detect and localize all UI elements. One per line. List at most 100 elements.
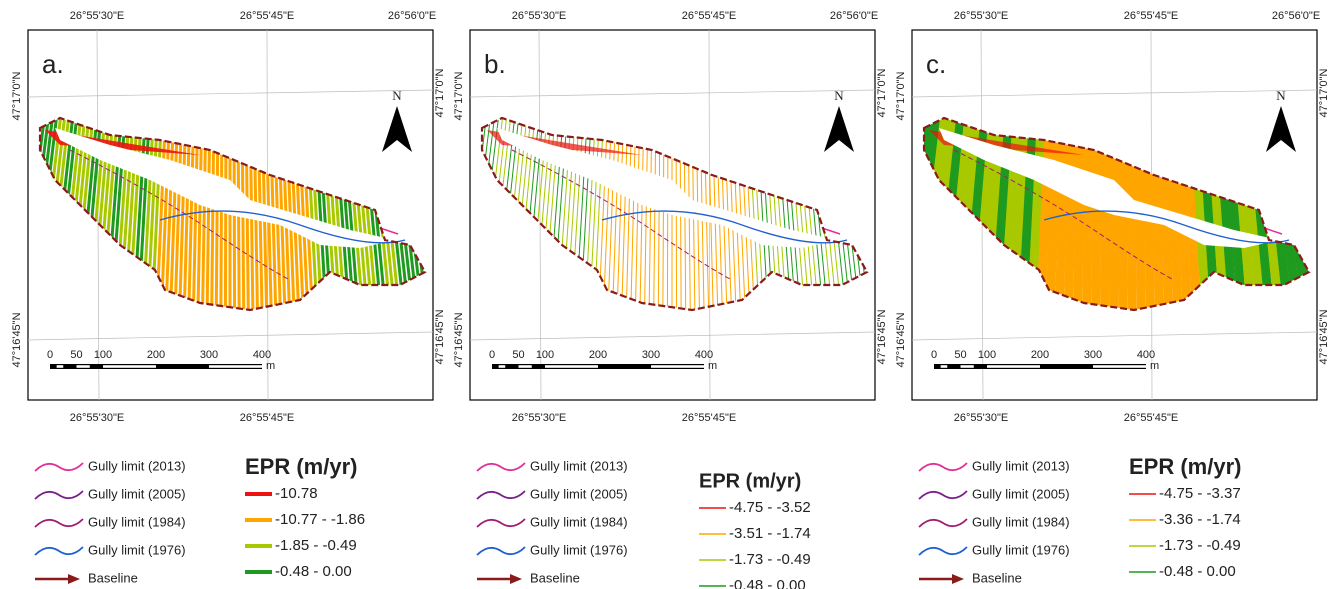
latitude-label: 47°17'0"N: [434, 68, 446, 117]
scale-label: 100: [94, 349, 112, 361]
longitude-label: 26°55'45"E: [1124, 412, 1178, 424]
legend-class: -0.48 - 0.00: [729, 577, 806, 589]
transect: [451, 105, 480, 320]
transect: [657, 118, 661, 310]
legend-title: EPR (m/yr): [1129, 454, 1241, 479]
legend-label: Gully limit (2005): [530, 486, 628, 501]
legend-label: Gully limit (1984): [972, 514, 1070, 529]
legend-arrow: [510, 574, 522, 584]
north-arrow: [824, 106, 854, 152]
transect: [356, 118, 379, 310]
scale-label: 200: [589, 349, 607, 361]
legend-line: [476, 518, 526, 528]
latitude-label: 47°16'45"N: [453, 312, 465, 367]
scale-unit: m: [266, 360, 275, 372]
transect: [482, 118, 493, 310]
legend-class: -10.77 - -1.86: [275, 511, 365, 528]
scale-label: 100: [978, 349, 996, 361]
transect: [924, 118, 927, 310]
graticule: [27, 331, 434, 341]
transect: [420, 118, 425, 310]
map-panel: 26°55'30"E 26°55'45"E 26°56'0"E 26°55'30"E 2…: [447, 10, 897, 589]
transect: [348, 118, 370, 310]
transect: [210, 118, 216, 310]
latitude-label: 47°16'45"N: [434, 309, 446, 364]
gully-limit: [379, 227, 399, 235]
scale-label: 50: [70, 349, 82, 361]
longitude-label: 26°55'30"E: [954, 10, 1008, 22]
transect: [5, 105, 34, 320]
legend-label: Gully limit (2013): [88, 458, 186, 473]
legend-class: -1.73 - -0.49: [1159, 537, 1241, 554]
legend-label: Gully limit (2005): [88, 486, 186, 501]
longitude-label: 26°55'45"E: [1124, 10, 1178, 22]
scale-segment: [76, 365, 90, 368]
transect: [863, 118, 867, 310]
transect: [795, 118, 816, 310]
scale-segment: [498, 365, 506, 368]
transect: [868, 105, 897, 320]
legend-line: [918, 518, 968, 528]
latitude-label: 47°16'45"N: [895, 312, 907, 367]
scale-segment: [209, 365, 262, 368]
red-transects: [487, 130, 642, 155]
legend-label: Gully limit (1976): [972, 542, 1070, 557]
scale-label: 300: [1084, 349, 1102, 361]
gully-hole: [939, 128, 1279, 248]
longitude-label: 26°55'30"E: [512, 10, 566, 22]
graticule: [911, 89, 1318, 98]
north-arrow: [382, 106, 412, 152]
transect: [1293, 118, 1309, 310]
transect: [593, 118, 605, 310]
gully-hole: [55, 128, 395, 248]
latitude-label: 47°17'0"N: [11, 71, 23, 120]
transect: [40, 118, 52, 310]
red-transects: [45, 130, 200, 155]
scale-segment: [518, 365, 532, 368]
legend-arrow: [952, 574, 964, 584]
legend-class: -1.85 - -0.49: [275, 537, 357, 554]
baseline: [922, 116, 1311, 312]
longitude-label: 26°56'0"E: [1272, 10, 1320, 22]
panel-label: a.: [42, 49, 64, 79]
transect: [847, 118, 867, 310]
scale-label: 100: [536, 349, 554, 361]
transect: [1285, 118, 1309, 310]
transect: [1301, 118, 1309, 310]
scale-label: 400: [1137, 349, 1155, 361]
latitude-label: 47°17'0"N: [1318, 68, 1330, 117]
legend-line: [34, 518, 84, 528]
scale-segment: [651, 365, 704, 368]
transect: [416, 118, 425, 310]
scale-segment: [987, 365, 1040, 368]
transect: [542, 118, 561, 310]
latitude-label: 47°16'45"N: [1318, 309, 1330, 364]
legend-class: -4.75 - -3.37: [1159, 485, 1241, 502]
scale-segment: [940, 365, 948, 368]
gully-limit: [821, 227, 841, 235]
map-frame: [27, 29, 434, 401]
transect: [783, 118, 802, 310]
transect: [360, 118, 384, 310]
scale-label: 400: [695, 349, 713, 361]
transect: [743, 118, 756, 310]
transect: [9, 105, 38, 320]
map-panel: 26°55'30"E 26°55'45"E 26°56'0"E 26°55'30"E 2…: [5, 10, 446, 586]
scale-label: 400: [253, 349, 271, 361]
legend-label: Gully limit (2005): [972, 486, 1070, 501]
transect: [739, 118, 751, 310]
transect: [859, 118, 867, 310]
scale-segment: [545, 365, 598, 368]
gully-limit: [601, 210, 848, 244]
north-arrow: [1266, 106, 1296, 152]
transect: [219, 118, 224, 310]
transect: [528, 118, 549, 310]
transect: [648, 118, 653, 310]
legend-line: [34, 462, 84, 472]
map-panel: 26°55'30"E 26°55'45"E 26°56'0"E 26°55'30"E 2…: [895, 10, 1330, 586]
legend-label: Gully limit (1976): [530, 542, 628, 557]
panel-label: c.: [926, 49, 946, 79]
scale-label: 0: [931, 349, 937, 361]
transect: [447, 105, 476, 320]
